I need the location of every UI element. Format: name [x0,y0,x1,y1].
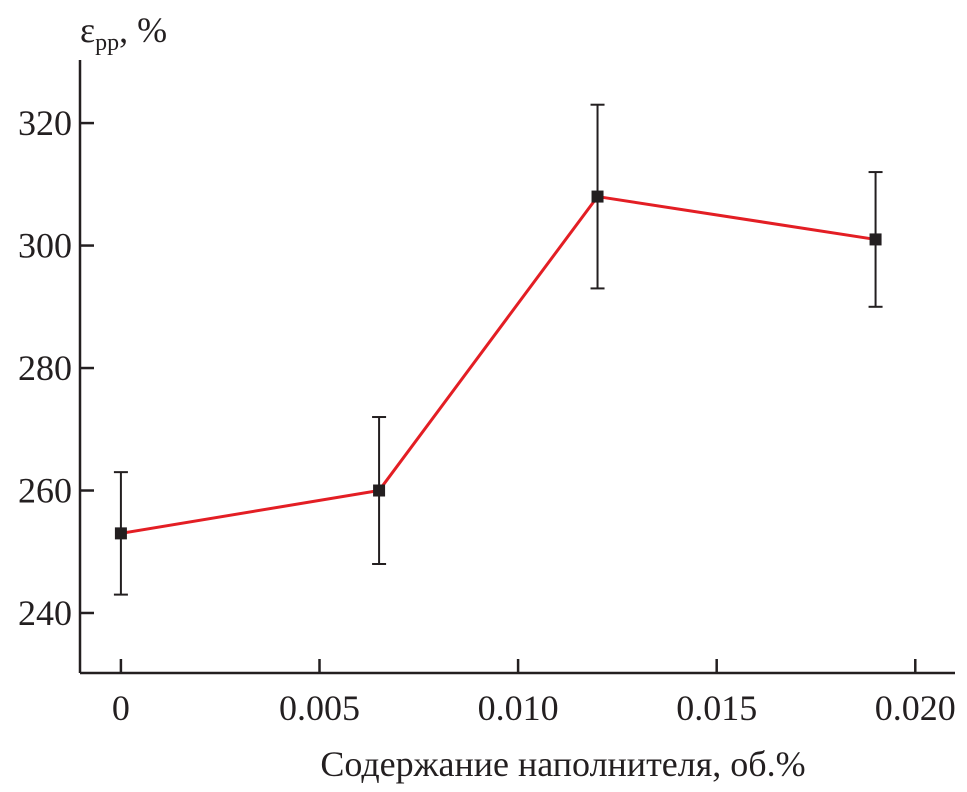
data-point [869,233,882,246]
marks [113,103,883,596]
y-axis-label: εpp, % [80,10,167,56]
y-tick-label: 260 [18,471,72,511]
y-tick-label: 320 [18,103,72,143]
x-tick-label: 0.020 [875,688,956,728]
x-tick-label: 0.010 [478,688,559,728]
x-tick-label: 0 [112,688,130,728]
y-tick-label: 300 [18,226,72,266]
x-tick-label: 0.015 [676,688,757,728]
y-tick-label: 280 [18,348,72,388]
series-line [120,194,876,535]
y-tick-label: 240 [18,593,72,633]
data-point [591,190,604,203]
axes: 240 260 280 300 320 0 0.005 0.010 0.015 0.020 [18,60,956,728]
data-point [373,484,386,497]
data-point [114,527,127,540]
x-axis-label: Содержание наполнителя, об.% [320,744,805,784]
x-tick-label: 0.005 [279,688,360,728]
